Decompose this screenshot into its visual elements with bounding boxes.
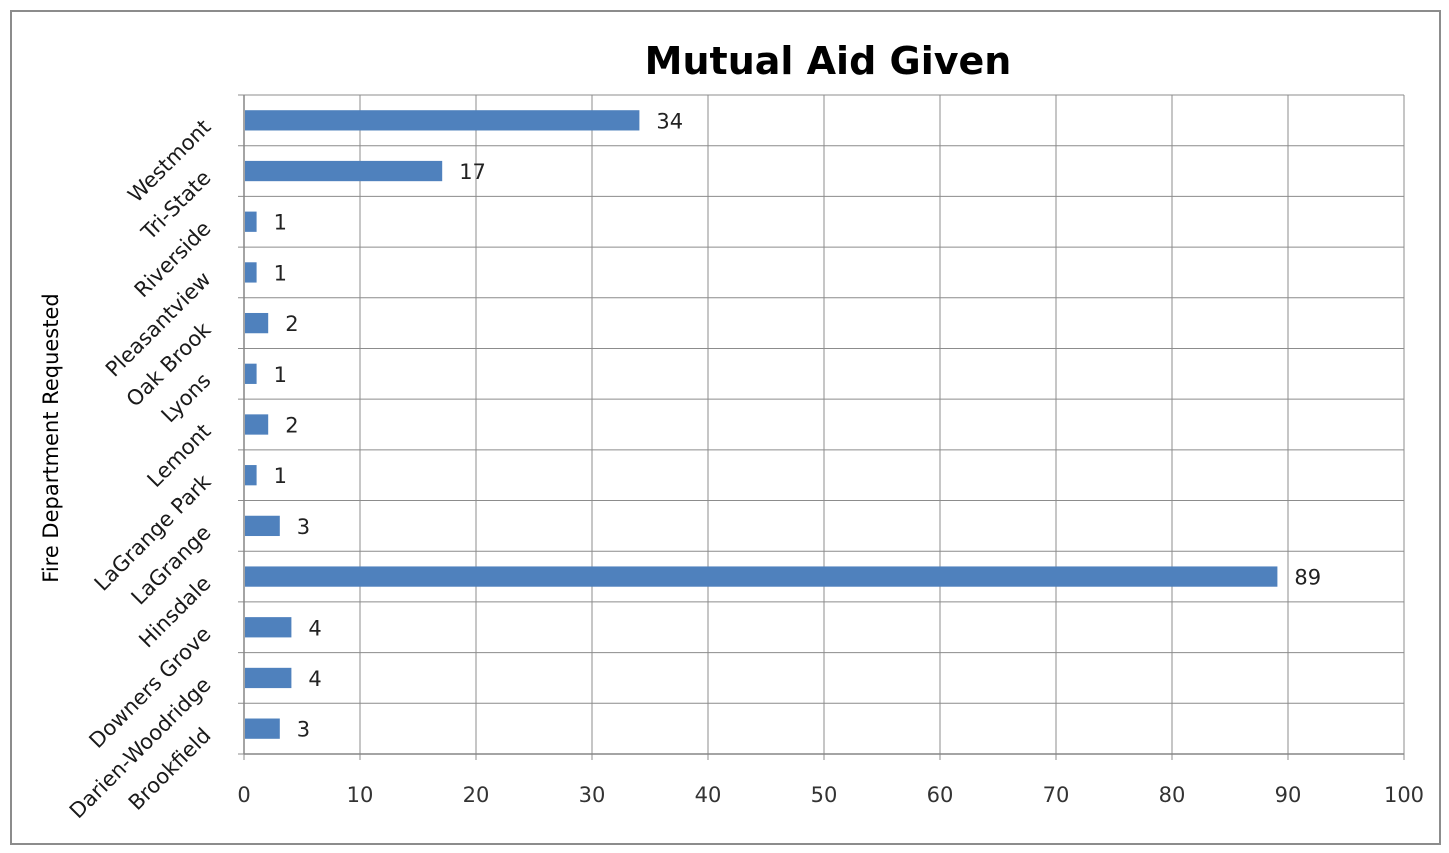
bar-lagrange-park [245,465,257,486]
bar-hinsdale [245,566,1278,587]
x-tick-90: 90 [1275,783,1302,807]
axes [243,95,1404,755]
bar-lemont [245,414,269,435]
bar-pleasantview [245,262,257,283]
x-tick-80: 80 [1159,783,1186,807]
data-label-lagrange: 3 [297,515,310,539]
category-labels: WestmontTri-StateRiversidePleasantviewOa… [65,115,216,823]
data-label-downers-grove: 4 [308,616,321,640]
data-label-brookfield: 3 [297,718,310,742]
x-tick-10: 10 [347,783,374,807]
bar-darien-woodridge [245,667,292,689]
bar-riverside [245,211,257,232]
data-label-tri-state: 17 [459,160,486,184]
bar-westmont [245,110,640,131]
data-label-pleasantview: 1 [274,261,287,285]
bar-downers-grove [245,617,292,638]
data-label-riverside: 1 [274,211,287,235]
bar-oak-brook [245,312,269,334]
bar-tri-state [245,160,443,182]
x-tick-100: 100 [1384,783,1424,807]
data-label-lyons: 1 [274,363,287,387]
chart-title: Mutual Aid Given [645,39,1012,83]
x-tick-0: 0 [237,783,250,807]
y-axis-label: Fire Department Requested [39,293,63,582]
data-label-hinsdale: 89 [1294,566,1321,590]
data-label-westmont: 34 [656,109,683,133]
data-labels: 34 17 1 1 2 1 2 1 3 89 4 4 3 [274,109,1322,741]
bar-brookfield [245,718,280,739]
x-tick-40: 40 [695,783,722,807]
gridlines [238,94,1405,760]
bar-lagrange [245,515,280,537]
data-label-oak-brook: 2 [285,312,298,336]
x-tick-labels: 0 10 20 30 40 50 60 70 80 90 100 [237,783,1424,807]
data-label-lagrange-park: 1 [274,464,287,488]
x-tick-20: 20 [463,783,490,807]
bar-lyons [245,363,257,384]
x-tick-60: 60 [927,783,954,807]
bars [245,110,1278,739]
x-tick-70: 70 [1043,783,1070,807]
x-tick-30: 30 [579,783,606,807]
x-tick-50: 50 [811,783,838,807]
data-label-lemont: 2 [285,414,298,438]
data-label-darien-woodridge: 4 [308,667,321,691]
